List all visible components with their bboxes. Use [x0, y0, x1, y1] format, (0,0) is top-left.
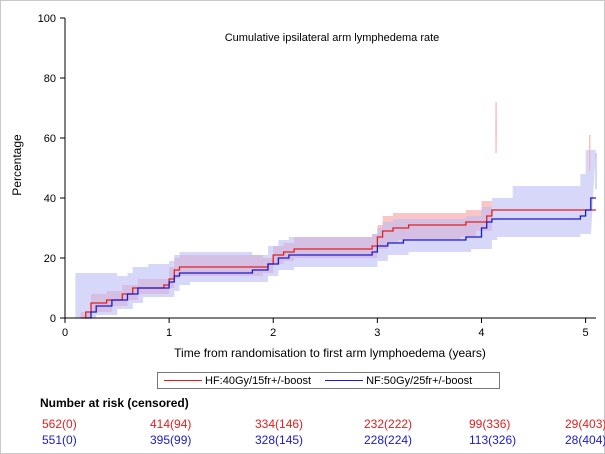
y-tick-label-1: 20 [44, 253, 56, 265]
x-tick-label-5: 5 [583, 327, 589, 339]
risk-cell-1-3: 228(224) [364, 433, 413, 447]
risk-cell-0-3: 232(222) [364, 417, 413, 431]
y-tick-label-2: 40 [44, 193, 56, 205]
y-axis-title: Percentage [10, 134, 24, 196]
y-tick-label-0: 0 [50, 313, 56, 325]
legend-item-hf: HF:40Gy/15fr+/-boost [158, 375, 311, 387]
x-tick-label-0: 0 [62, 327, 68, 339]
risk-row-nf: 551(0) 395(99) 328(145) 228(224) 113(326) 28(… [0, 433, 605, 447]
risk-cell-0-5: 29(403) [565, 417, 605, 431]
x-tick-label-1: 1 [166, 327, 172, 339]
y-tick-label-3: 60 [44, 133, 56, 145]
risk-cell-1-5: 28(404) [565, 433, 605, 447]
km-plot: 0 20 40 60 80 100 0 1 2 3 4 5 Cumulative ipsilatera… [10, 13, 597, 360]
censor-marks [495, 102, 597, 189]
legend-swatch-nf [325, 380, 364, 381]
confidence-bands [75, 147, 596, 318]
axes: 0 20 40 60 80 100 0 1 2 3 4 5 [38, 13, 596, 339]
risk-cell-0-4: 99(336) [469, 417, 511, 431]
x-tick-label-3: 3 [374, 327, 380, 339]
risk-cell-1-2: 328(145) [255, 433, 304, 447]
x-axis-title: Time from randomisation to first arm lym… [174, 346, 486, 360]
risk-cell-1-1: 395(99) [150, 433, 192, 447]
number-at-risk-title: Number at risk (censored) [40, 396, 189, 410]
x-tick-label-2: 2 [270, 327, 276, 339]
risk-cell-0-0: 562(0) [42, 417, 77, 431]
series-line-1 [85, 197, 596, 319]
risk-row-hf: 562(0) 414(94) 334(146) 232(222) 99(336) 29(4… [0, 417, 605, 431]
risk-cell-1-0: 551(0) [42, 433, 77, 447]
series-lines [80, 197, 596, 319]
risk-cell-0-2: 334(146) [255, 417, 304, 431]
legend-swatch-hf [164, 380, 202, 381]
legend-label-hf: HF:40Gy/15fr+/-boost [205, 374, 312, 387]
y-tick-label-5: 100 [38, 13, 56, 25]
legend: HF:40Gy/15fr+/-boost NF:50Gy/25fr+/-boos… [157, 372, 500, 389]
risk-cell-0-1: 414(94) [150, 417, 192, 431]
chart-title: Cumulative ipsilateral arm lymphedema ra… [225, 32, 440, 44]
risk-cell-1-4: 113(326) [469, 433, 517, 447]
legend-item-nf: NF:50Gy/25fr+/-boost [319, 375, 472, 387]
ci-band-1 [75, 147, 596, 318]
y-tick-label-4: 80 [44, 73, 56, 85]
legend-label-nf: NF:50Gy/25fr+/-boost [366, 374, 473, 387]
x-tick-label-4: 4 [478, 327, 484, 339]
